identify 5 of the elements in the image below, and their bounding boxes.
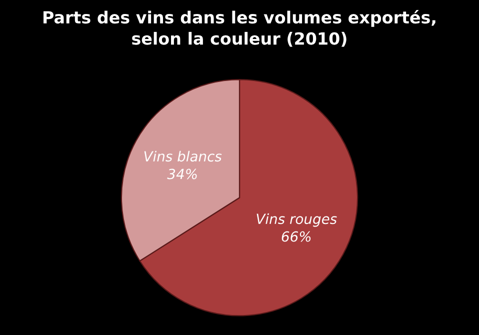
chart-title: Parts des vins dans les volumes exportés, selon la couleur (2010): [44, 10, 436, 47]
data-label: 34%: [167, 168, 197, 180]
slice-label: Vins rouges: [256, 213, 337, 227]
slice-label: Vins blancs: [144, 150, 222, 162]
data-label: 66%: [282, 231, 311, 242]
